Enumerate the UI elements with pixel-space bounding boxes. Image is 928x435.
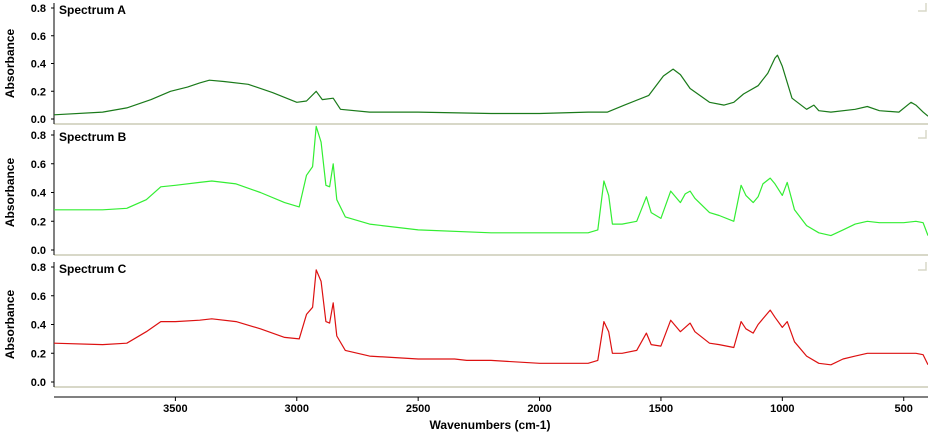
x-tick-label: 2000 bbox=[527, 403, 551, 415]
panel-1: 0.0 0.2 0.4 0.6 0.8 Absorbance Spectrum A bbox=[3, 3, 928, 126]
y-tick-label: 0.4 bbox=[31, 320, 47, 332]
x-tick-label: 1500 bbox=[649, 403, 673, 415]
y-axis-title: Absorbance bbox=[3, 29, 17, 99]
y-tick-label: 0.4 bbox=[31, 188, 47, 200]
y-tick-label: 0.6 bbox=[31, 159, 46, 171]
y-tick-label: 0.2 bbox=[31, 348, 46, 360]
panel-corner-mark bbox=[918, 3, 927, 12]
panel-title: Spectrum C bbox=[59, 262, 127, 276]
panel-3: 0.0 0.2 0.4 0.6 0.8 Absorbance Spectrum C bbox=[3, 262, 928, 389]
y-tick-label: 0.0 bbox=[31, 114, 46, 126]
y-tick-label: 0.8 bbox=[31, 130, 46, 142]
x-tick-label: 1000 bbox=[770, 403, 794, 415]
x-axis-title: Wavenumbers (cm-1) bbox=[430, 418, 551, 432]
y-tick-label: 0.2 bbox=[31, 216, 46, 228]
panel-corner-mark bbox=[918, 130, 927, 139]
y-tick-label: 0.6 bbox=[31, 31, 46, 43]
panel-2: 0.0 0.2 0.4 0.6 0.8 Absorbance Spectrum B bbox=[3, 125, 928, 257]
spectrum-line bbox=[53, 54, 928, 117]
y-tick-label: 0.6 bbox=[31, 291, 46, 303]
panel-corner-mark bbox=[918, 262, 927, 271]
x-tick-label: 500 bbox=[895, 403, 913, 415]
y-tick-label: 0.0 bbox=[31, 377, 46, 389]
panel-title: Spectrum A bbox=[59, 3, 126, 17]
panel-title: Spectrum B bbox=[59, 130, 127, 144]
spectrum-line bbox=[54, 125, 928, 237]
x-tick-label: 2500 bbox=[406, 403, 430, 415]
x-tick-label: 3000 bbox=[285, 403, 309, 415]
y-tick-label: 0.8 bbox=[31, 3, 46, 15]
y-axis-title: Absorbance bbox=[3, 158, 17, 228]
spectrum-line bbox=[53, 269, 928, 366]
x-tick-label: 3500 bbox=[163, 403, 187, 415]
y-tick-label: 0.2 bbox=[31, 86, 46, 98]
y-tick-label: 0.0 bbox=[31, 245, 46, 257]
x-axis: 3500 3000 2500 2000 1500 1000 500 bbox=[54, 396, 928, 415]
y-tick-label: 0.8 bbox=[31, 262, 46, 274]
y-axis-title: Absorbance bbox=[3, 290, 17, 360]
y-tick-label: 0.4 bbox=[31, 59, 47, 71]
